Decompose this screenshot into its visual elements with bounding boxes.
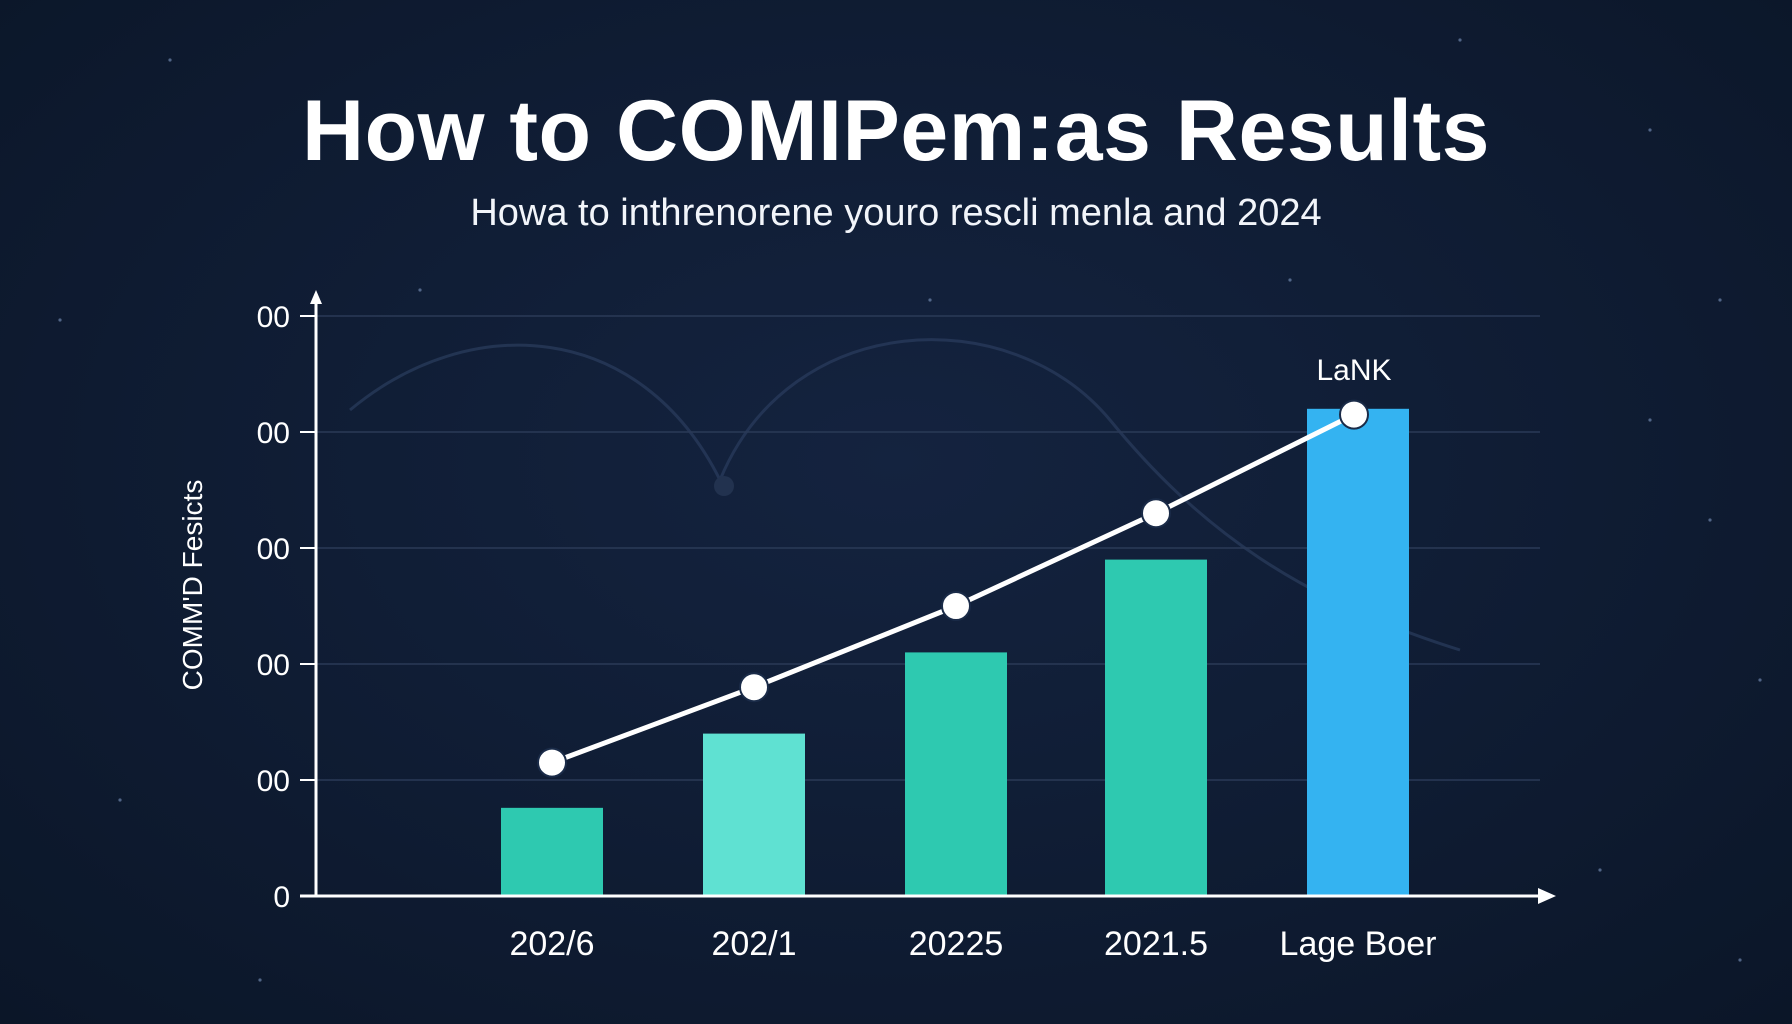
line-point bbox=[1141, 498, 1171, 529]
y-tick-label: 0 bbox=[273, 881, 290, 914]
star-dot bbox=[1708, 518, 1712, 522]
x-category-label: 202/1 bbox=[711, 925, 796, 963]
star-dot bbox=[1758, 678, 1762, 682]
decorative-dot bbox=[714, 476, 734, 496]
bars bbox=[501, 408, 1409, 896]
star-dot bbox=[1648, 418, 1652, 422]
line-point bbox=[941, 591, 971, 621]
y-axis-arrow bbox=[310, 290, 322, 304]
x-category-labels: 202/6 202/1 20225 2021.5 Lage Boer bbox=[509, 925, 1436, 963]
bar bbox=[1105, 559, 1207, 896]
star-dot bbox=[1718, 298, 1722, 302]
star-dot bbox=[1458, 38, 1462, 42]
x-category-label: 20225 bbox=[909, 925, 1004, 963]
decorative-curve bbox=[349, 338, 1461, 652]
chart-subtitle: Howa to inthrenorene youro rescli menla … bbox=[470, 192, 1322, 234]
star-dot bbox=[118, 798, 122, 802]
line-point bbox=[739, 672, 769, 703]
y-tick-label: 00 bbox=[257, 301, 290, 334]
annotation-label: LaNK bbox=[1316, 354, 1391, 387]
star-dot bbox=[258, 978, 262, 982]
line-point bbox=[537, 747, 567, 778]
y-tick-label: 00 bbox=[257, 649, 290, 682]
star-dot bbox=[58, 318, 62, 322]
y-tick-label: 00 bbox=[257, 533, 290, 566]
bar bbox=[905, 652, 1007, 896]
bar bbox=[501, 807, 603, 896]
x-category-label: 2021.5 bbox=[1104, 925, 1208, 963]
y-axis-label: COMM'D Fesicts bbox=[177, 480, 208, 691]
star-dot bbox=[1738, 958, 1742, 962]
trend-line bbox=[537, 399, 1369, 778]
y-tick-label: 00 bbox=[257, 765, 290, 798]
line-point bbox=[1339, 399, 1369, 430]
star-dot bbox=[928, 298, 932, 302]
star-dot bbox=[1598, 868, 1602, 872]
bar bbox=[1307, 408, 1409, 896]
annotations: LaNK bbox=[1316, 354, 1391, 387]
chart-title: How to COMIPem:as Results bbox=[301, 83, 1491, 179]
axes bbox=[300, 290, 1556, 904]
x-axis-arrow bbox=[1538, 888, 1556, 904]
y-tick-label: 00 bbox=[257, 417, 290, 450]
star-dot bbox=[418, 288, 422, 292]
bar bbox=[703, 733, 805, 896]
x-category-label: Lage Boer bbox=[1280, 925, 1437, 963]
star-dot bbox=[1288, 278, 1292, 282]
x-category-label: 202/6 bbox=[509, 925, 594, 963]
star-dot bbox=[168, 58, 172, 62]
star-dot bbox=[1648, 128, 1652, 132]
